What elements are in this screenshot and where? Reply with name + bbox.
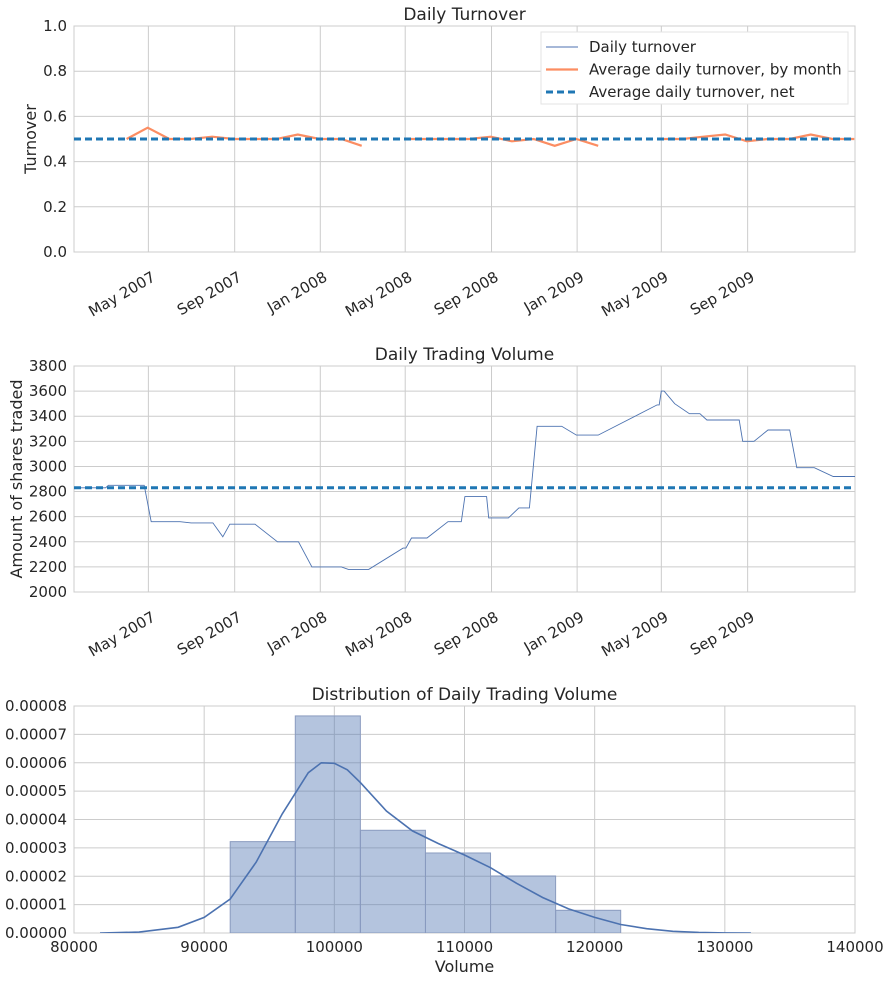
x-tick-label: Jan 2009 [520, 608, 587, 657]
chart-panel-1: 0.0 0.2 0.4 0.6 0.8 1.0 May 2007 Sep 2007 Jan 20… [21, 5, 856, 321]
x-tick-label: May 2009 [598, 608, 671, 661]
y-tick-label: 0.00008 [5, 697, 67, 715]
y-tick-label: 1.0 [43, 17, 67, 35]
x-tick-label: May 2007 [85, 268, 158, 321]
x-tick-label: Sep 2009 [687, 608, 758, 659]
y-tick-label: 2600 [29, 508, 67, 526]
y-tick-label: 2400 [29, 533, 67, 551]
y-tick-label: 0.4 [43, 153, 67, 171]
histogram-bar [490, 875, 557, 933]
chart-title: Distribution of Daily Trading Volume [312, 685, 618, 705]
x-tick-label: 80000 [50, 938, 98, 956]
y-tick-label: 0.00002 [5, 867, 67, 885]
x-tick-label: 100000 [306, 938, 363, 956]
y-tick-label: 0.00003 [5, 839, 67, 857]
chart-panel-3: 0.00000 0.00001 0.00002 0.00003 0.00004 0.000… [5, 685, 884, 976]
series-line-daily-volume [74, 390, 855, 570]
x-tick-label: 110000 [436, 938, 493, 956]
x-tick-label: 140000 [826, 938, 883, 956]
x-tick-label: Sep 2009 [687, 268, 758, 319]
chart-panel-2: 2000 2200 2400 2600 2800 3000 3200 3400 3600 3800… [7, 345, 856, 661]
histogram-bar [359, 829, 426, 933]
legend-box [540, 31, 849, 105]
legend-label: Average daily turnover, by month [589, 61, 842, 79]
y-tick-label: 3800 [29, 357, 67, 375]
y-tick-label: 3200 [29, 432, 67, 450]
x-tick-label: Sep 2008 [431, 608, 502, 659]
y-tick-label: 0.00001 [5, 896, 67, 914]
x-tick-label: May 2007 [85, 608, 158, 661]
y-tick-label: 0.00007 [5, 725, 67, 743]
x-tick-label: Jan 2008 [263, 608, 330, 657]
chart-title: Daily Turnover [403, 5, 525, 25]
x-tick-label: 130000 [696, 938, 753, 956]
x-tick-label: May 2008 [342, 608, 415, 661]
y-tick-label: 2800 [29, 483, 67, 501]
x-tick-label: Jan 2008 [263, 268, 330, 317]
series-line-monthly-average [126, 126, 363, 147]
histogram-bar [229, 841, 296, 933]
y-tick-label: 0.2 [43, 198, 67, 216]
x-tick-label: Sep 2007 [174, 608, 245, 659]
y-tick-label: 0.6 [43, 107, 67, 125]
x-tick-label: May 2009 [598, 268, 671, 321]
chart-title: Daily Trading Volume [375, 345, 554, 365]
y-tick-label: 0.00004 [5, 811, 67, 829]
histogram-bar [424, 852, 492, 933]
y-tick-label: 3600 [29, 382, 67, 400]
x-tick-label: May 2008 [342, 268, 415, 321]
y-tick-label: 0.00006 [5, 754, 67, 772]
x-tick-label: 90000 [180, 938, 228, 956]
y-tick-label: 3000 [29, 457, 67, 475]
histogram-bar [555, 909, 622, 933]
y-tick-label: 2200 [29, 558, 67, 576]
plot-area [74, 126, 855, 147]
x-tick-label: Sep 2008 [431, 268, 502, 319]
legend-label: Daily turnover [589, 38, 697, 56]
y-tick-label: 2000 [29, 583, 67, 601]
y-tick-label: 3400 [29, 407, 67, 425]
y-axis-label: Turnover [21, 104, 40, 175]
x-tick-label: 120000 [566, 938, 623, 956]
plot-area [74, 390, 855, 570]
y-tick-label: 0.8 [43, 62, 67, 80]
series-line-monthly-average [404, 135, 599, 147]
x-axis-label: Volume [435, 957, 495, 976]
y-tick-label: 0.00005 [5, 782, 67, 800]
histogram-bar [294, 715, 361, 933]
plot-frame [73, 365, 856, 593]
legend: Daily turnover Average daily turnover, by… [540, 31, 849, 105]
kde-curve [99, 761, 751, 933]
y-tick-label: 0.0 [43, 243, 67, 261]
plot-area [99, 715, 751, 933]
y-tick-label: 0.00000 [5, 924, 67, 942]
x-tick-label: Sep 2007 [174, 268, 245, 319]
x-tick-label: Jan 2009 [520, 268, 587, 317]
y-axis-label: Amount of shares traded [7, 379, 26, 578]
legend-label: Average daily turnover, net [589, 83, 795, 101]
